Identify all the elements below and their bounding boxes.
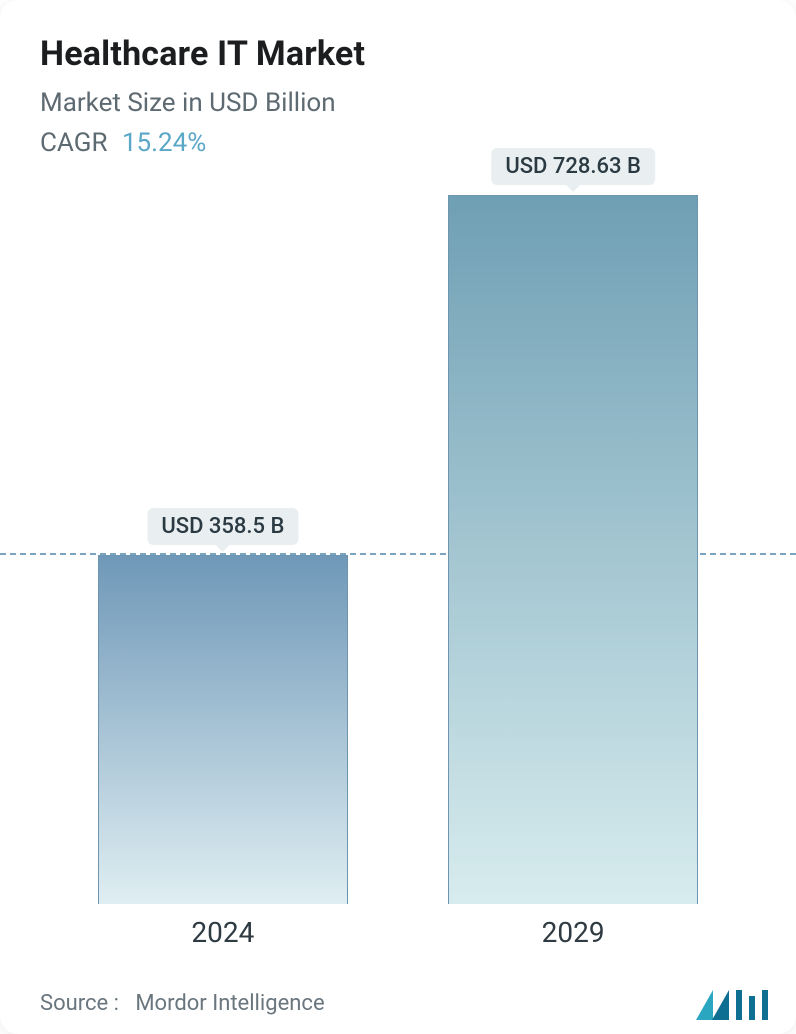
footer: Source : Mordor Intelligence	[0, 972, 796, 1034]
bar: USD 728.63 B	[448, 195, 698, 904]
source-text: Source : Mordor Intelligence	[40, 991, 325, 1016]
logo-shape	[712, 990, 729, 1020]
chart-area: USD 358.5 B USD 728.63 B	[0, 195, 796, 904]
logo-shape	[736, 990, 742, 1020]
x-axis-label: 2029	[542, 916, 605, 949]
chart-card: Healthcare IT Market Market Size in USD …	[0, 0, 796, 1034]
source-name: Mordor Intelligence	[135, 991, 324, 1016]
bar: USD 358.5 B	[98, 555, 348, 904]
source-prefix: Source :	[40, 991, 119, 1016]
cagr-label: CAGR	[40, 128, 107, 158]
value-badge: USD 728.63 B	[491, 148, 655, 185]
brand-logo-icon	[696, 986, 768, 1020]
chart-subtitle: Market Size in USD Billion	[40, 88, 756, 118]
value-badge: USD 358.5 B	[147, 508, 298, 545]
x-axis-label: 2024	[191, 916, 254, 949]
x-axis-labels: 2024 2029	[0, 916, 796, 956]
logo-shape	[696, 990, 713, 1020]
logo-shape	[762, 990, 768, 1020]
chart-title: Healthcare IT Market	[40, 34, 756, 74]
cagr-value: 15.24%	[122, 128, 206, 158]
header: Healthcare IT Market Market Size in USD …	[0, 0, 796, 158]
logo-shape	[749, 996, 755, 1020]
